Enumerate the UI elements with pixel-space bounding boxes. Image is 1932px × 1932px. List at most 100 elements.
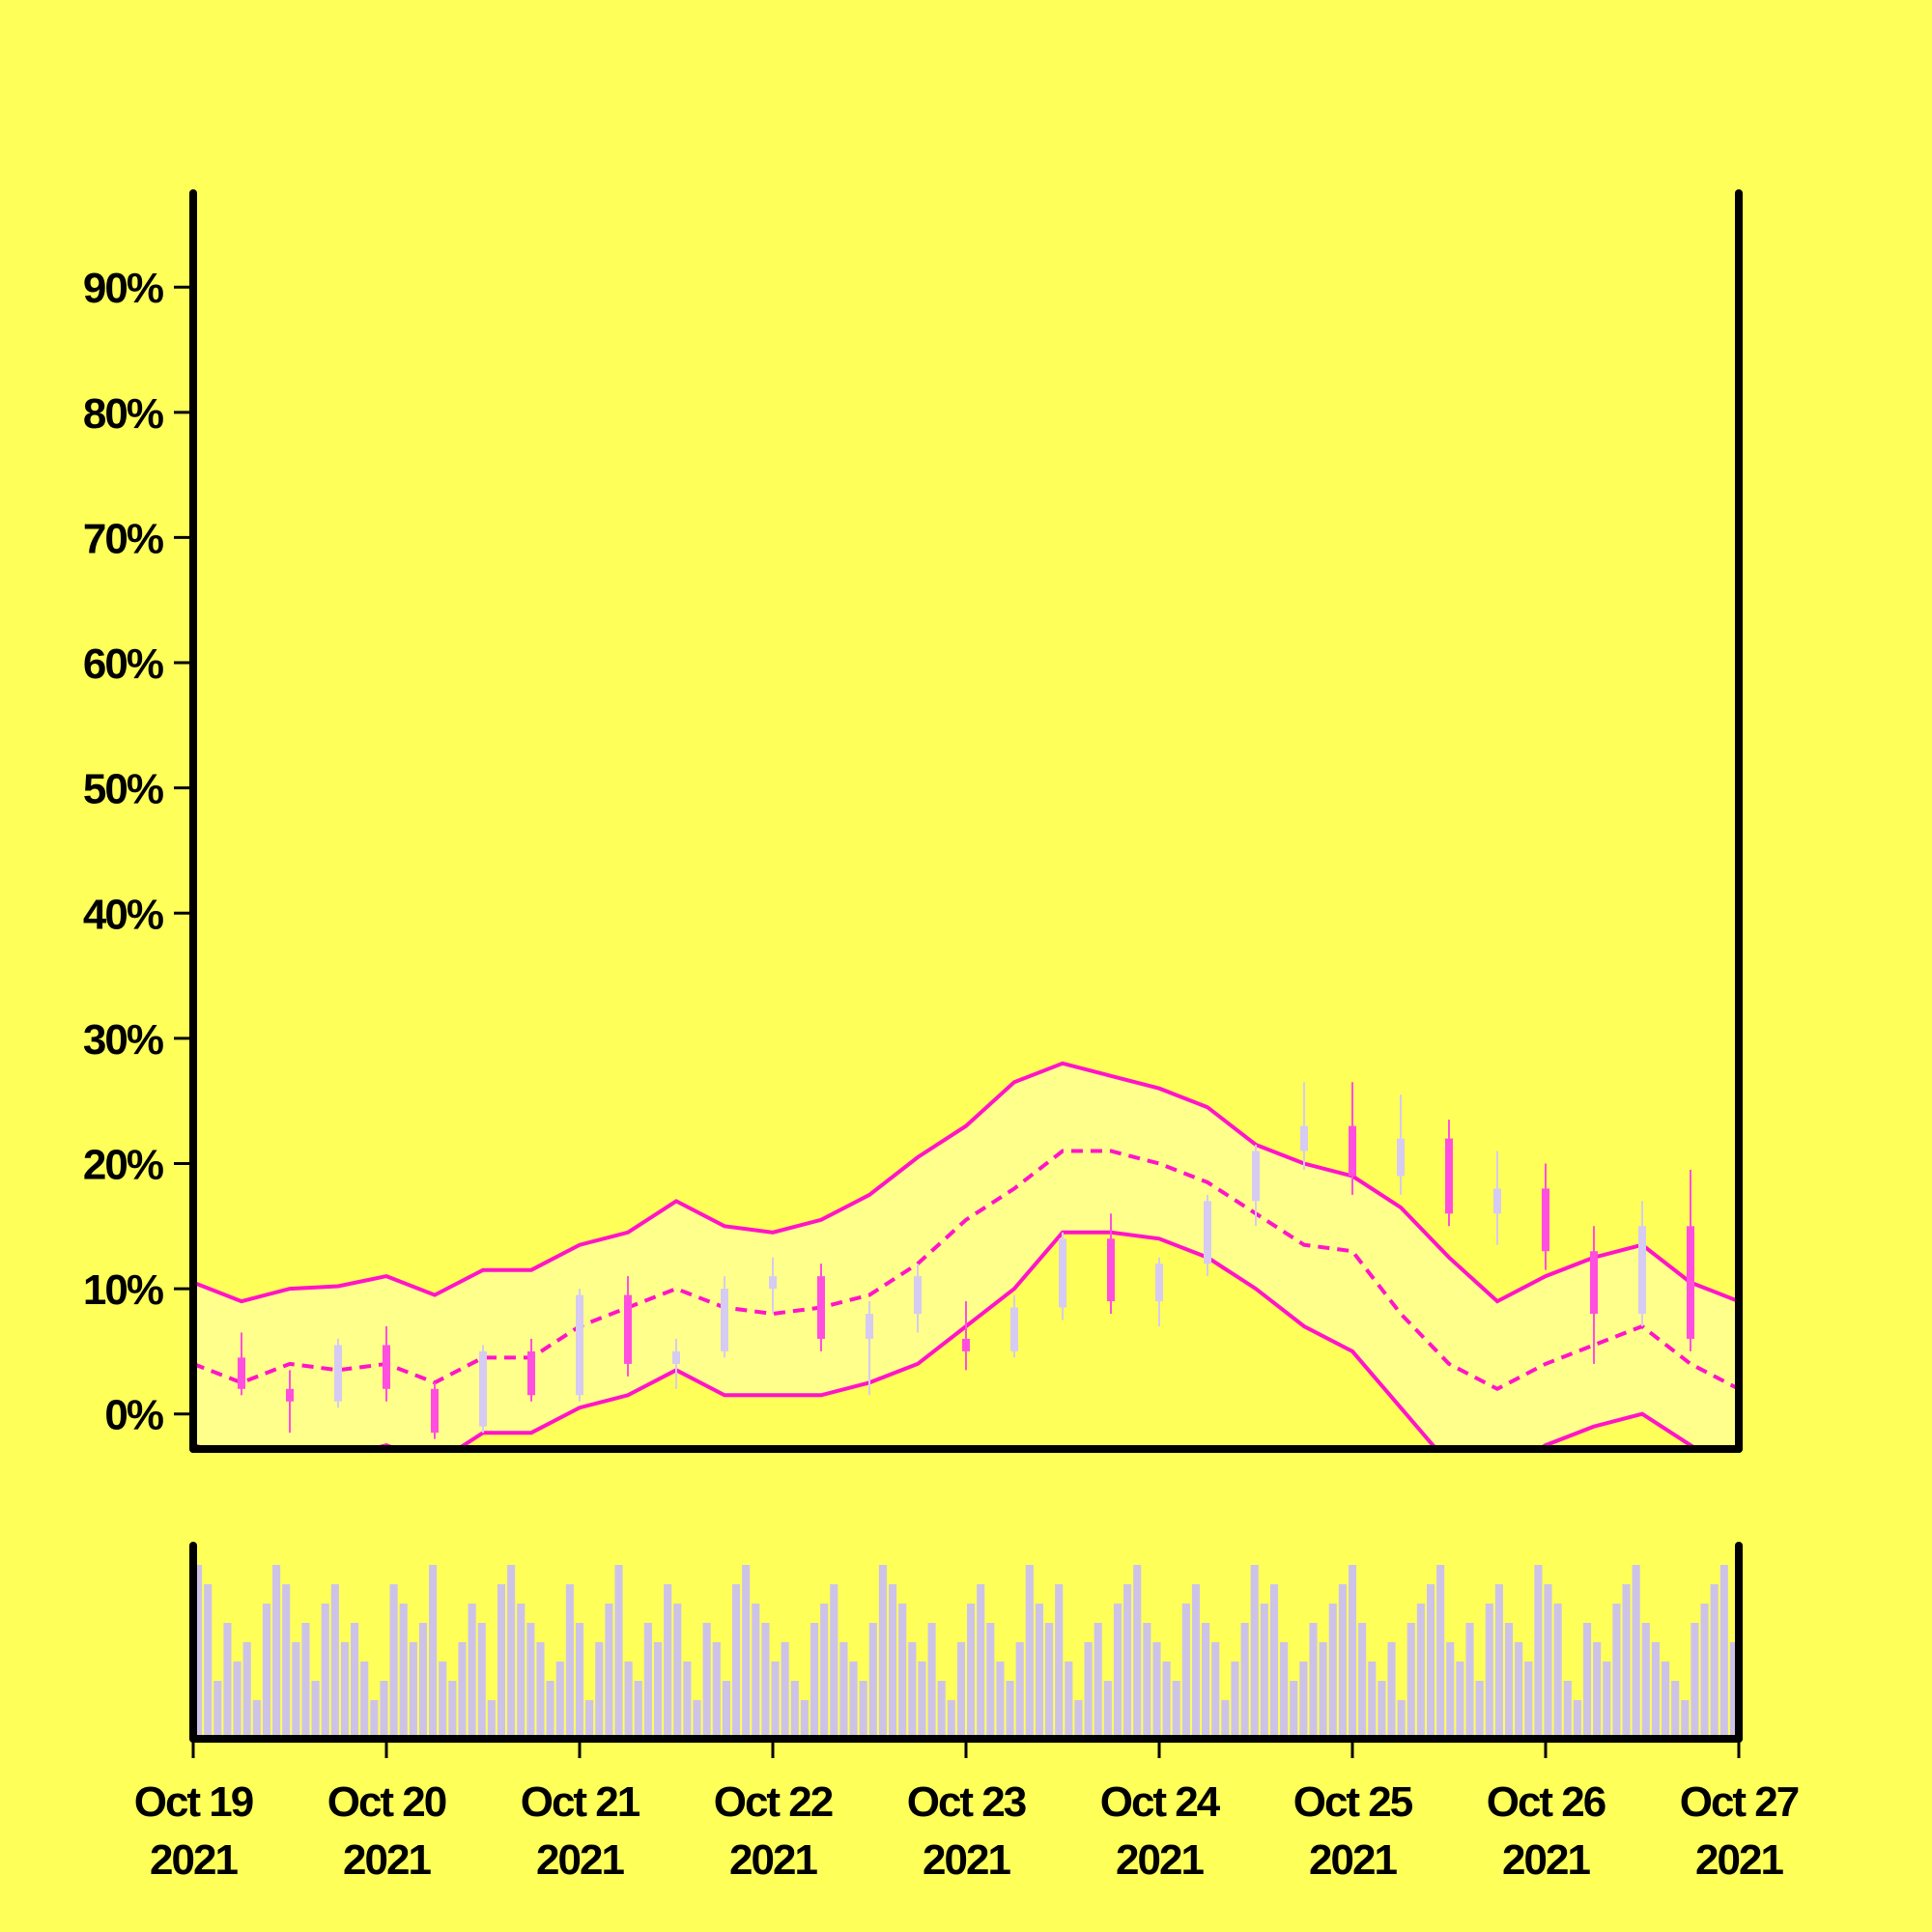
x-tick-label-1-line1: Oct 20	[327, 1778, 446, 1826]
volume-bar-135	[1515, 1642, 1523, 1739]
candle-body-26	[1445, 1138, 1453, 1214]
volume-bar-59	[771, 1662, 780, 1739]
volume-bar-58	[761, 1623, 770, 1739]
axis-layer	[174, 189, 1743, 1758]
volume-bar-125	[1416, 1604, 1425, 1739]
y-tick-label-4: 40%	[83, 891, 163, 938]
candle-body-15	[914, 1276, 922, 1315]
volume-bar-156	[1719, 1565, 1728, 1739]
volume-bar-100	[1172, 1681, 1180, 1739]
volume-bar-52	[702, 1623, 711, 1739]
volume-bar-127	[1436, 1565, 1445, 1739]
volume-bar-102	[1191, 1584, 1201, 1739]
volume-bar-10	[292, 1642, 300, 1739]
volume-bar-68	[859, 1681, 867, 1739]
volume-bar-139	[1553, 1604, 1562, 1739]
volume-layer	[194, 1565, 1738, 1739]
volume-bar-3	[223, 1623, 232, 1739]
volume-bar-95	[1123, 1584, 1132, 1739]
y-tick-label-3: 30%	[83, 1016, 163, 1064]
volume-bar-45	[634, 1681, 642, 1739]
candle-body-16	[962, 1338, 970, 1351]
y-tick-label-2: 20%	[83, 1141, 163, 1188]
candle-body-21	[1204, 1201, 1211, 1264]
candle-body-23	[1300, 1125, 1308, 1151]
volume-bar-117	[1338, 1584, 1347, 1739]
volume-bar-6	[252, 1700, 261, 1739]
volume-bar-109	[1260, 1604, 1268, 1739]
volume-bar-47	[653, 1642, 663, 1739]
volume-bar-41	[595, 1642, 604, 1739]
volume-bar-11	[301, 1623, 310, 1739]
volume-bar-84	[1015, 1642, 1024, 1739]
x-tick-label-2-line1: Oct 21	[521, 1778, 640, 1826]
volume-bar-61	[790, 1681, 799, 1739]
volume-bar-36	[546, 1681, 554, 1739]
volume-bar-106	[1231, 1662, 1239, 1739]
volume-bar-53	[712, 1642, 721, 1739]
volume-bar-9	[282, 1584, 291, 1739]
candle-body-10	[672, 1350, 680, 1364]
volume-bar-31	[497, 1584, 506, 1739]
candle-body-2	[286, 1388, 294, 1402]
volume-bar-122	[1387, 1642, 1396, 1739]
volume-bar-97	[1143, 1623, 1151, 1739]
volume-bar-150	[1661, 1662, 1670, 1739]
volume-bar-56	[742, 1565, 751, 1739]
volume-bar-130	[1465, 1623, 1474, 1739]
volume-bar-23	[418, 1623, 428, 1739]
volume-bar-48	[664, 1584, 672, 1739]
candle-body-4	[383, 1345, 390, 1389]
volume-bar-131	[1475, 1681, 1484, 1739]
candle-body-31	[1687, 1226, 1694, 1339]
x-tick-label-0-line2: 2021	[150, 1836, 238, 1884]
volume-bar-66	[839, 1642, 848, 1739]
volume-bar-64	[820, 1604, 829, 1739]
volume-bar-24	[429, 1565, 438, 1739]
candle-body-17	[1010, 1307, 1018, 1351]
volume-bar-29	[477, 1623, 486, 1739]
candle-body-9	[624, 1294, 632, 1364]
volume-bar-7	[262, 1604, 271, 1739]
volume-bar-0	[194, 1565, 203, 1739]
volume-bar-54	[722, 1681, 730, 1739]
volume-bar-18	[370, 1700, 379, 1739]
volume-bar-147	[1632, 1565, 1640, 1739]
volume-bar-99	[1162, 1662, 1171, 1739]
volume-bar-25	[439, 1662, 447, 1739]
candle-body-25	[1397, 1138, 1405, 1177]
volume-bar-140	[1563, 1681, 1572, 1739]
candle-body-30	[1638, 1226, 1646, 1315]
volume-bar-88	[1055, 1584, 1064, 1739]
volume-bar-8	[272, 1565, 281, 1739]
x-tick-label-3-line1: Oct 22	[714, 1778, 833, 1826]
volume-bar-108	[1250, 1565, 1259, 1739]
x-tick-label-0-line1: Oct 19	[134, 1778, 253, 1826]
volume-bar-26	[448, 1681, 457, 1739]
volume-bar-105	[1221, 1700, 1230, 1739]
y-tick-label-9: 90%	[83, 265, 163, 312]
x-tick-label-6-line2: 2021	[1309, 1836, 1397, 1884]
volume-bar-79	[967, 1604, 976, 1739]
volume-bar-57	[752, 1604, 760, 1739]
volume-bar-120	[1368, 1662, 1377, 1739]
candle-body-20	[1155, 1264, 1163, 1302]
volume-bar-148	[1641, 1623, 1650, 1739]
volume-bar-77	[947, 1700, 955, 1739]
volume-bar-16	[351, 1623, 359, 1739]
volume-bar-49	[673, 1604, 682, 1739]
volume-bar-98	[1152, 1642, 1161, 1739]
volume-bar-2	[213, 1681, 222, 1739]
x-tick-label-8-line1: Oct 27	[1680, 1778, 1799, 1826]
volume-bar-119	[1358, 1623, 1367, 1739]
volume-bar-51	[693, 1700, 701, 1739]
volume-bar-134	[1504, 1623, 1514, 1739]
x-tick-label-2-line2: 2021	[536, 1836, 624, 1884]
volume-bar-101	[1181, 1604, 1190, 1739]
volume-bar-22	[409, 1642, 417, 1739]
volume-bar-149	[1651, 1642, 1660, 1739]
volume-bar-107	[1240, 1623, 1249, 1739]
volume-bar-138	[1544, 1584, 1552, 1739]
candle-body-13	[817, 1276, 825, 1339]
volume-bar-69	[868, 1623, 877, 1739]
